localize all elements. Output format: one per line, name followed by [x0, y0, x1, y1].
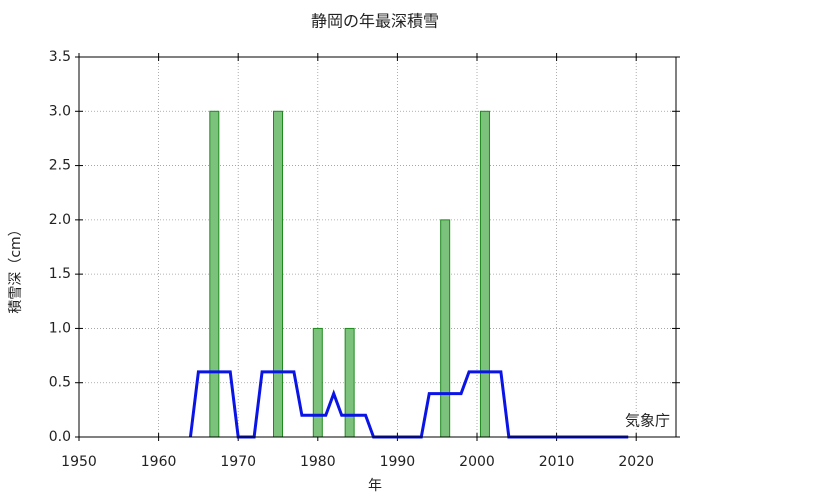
y-axis-label: 積雪深（cm） [8, 222, 24, 313]
bar [344, 327, 355, 438]
y-tick-label: 1.0 [49, 320, 71, 336]
plot-frame [78, 56, 677, 438]
x-tick-label: 1990 [380, 454, 416, 470]
chart-title: 静岡の年最深積雪 [311, 12, 439, 31]
x-tick-label: 2020 [618, 454, 654, 470]
line [188, 370, 629, 439]
x-tick-label: 2010 [539, 454, 575, 470]
x-tick-label: 1960 [141, 454, 177, 470]
y-tick-label: 0.5 [49, 375, 71, 391]
bar [209, 110, 220, 438]
bar [273, 110, 283, 438]
y-tick-label: 2.0 [49, 212, 71, 228]
y-tick-label: 0.0 [49, 429, 71, 445]
bar [479, 110, 490, 438]
bar [312, 327, 323, 438]
y-tick-label: 3.0 [49, 103, 71, 119]
y-tick-label: 2.5 [49, 158, 71, 174]
x-tick-label: 1980 [300, 454, 336, 470]
x-tick-label: 1950 [61, 454, 97, 470]
annotation: 気象庁 [625, 412, 670, 430]
x-axis-label: 年 [368, 478, 382, 494]
y-tick-label: 1.5 [49, 266, 71, 282]
x-tick-label: 1970 [220, 454, 256, 470]
x-tick-label: 2000 [459, 454, 495, 470]
bar [440, 219, 451, 438]
y-tick-label: 3.5 [49, 49, 71, 65]
